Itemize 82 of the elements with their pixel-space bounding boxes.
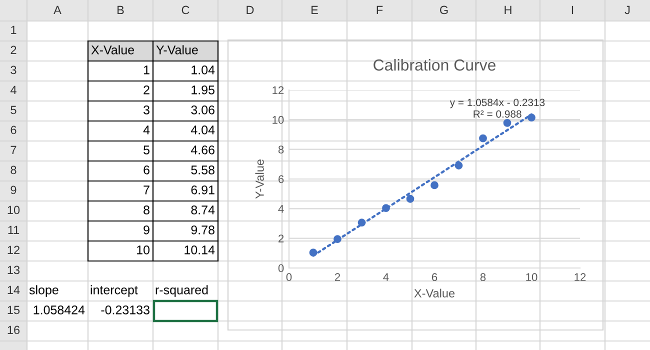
y-tick-label: 8	[278, 146, 284, 154]
text: X-Value	[91, 45, 134, 54]
text: -0.23133	[101, 306, 150, 314]
text: 7	[144, 186, 150, 194]
x-tick-label: 4	[383, 273, 389, 281]
text: 10.14	[184, 246, 215, 254]
text: 8.74	[191, 206, 215, 214]
x-tick-label: 8	[480, 273, 486, 282]
point	[454, 162, 463, 170]
text: H	[504, 6, 512, 14]
text: 5	[144, 146, 150, 154]
text: 6.91	[191, 186, 214, 194]
text: 5.58	[191, 166, 214, 174]
text: 2	[10, 46, 16, 54]
x-tick-label: 0	[286, 273, 292, 282]
text: 10	[137, 246, 150, 254]
point	[382, 204, 390, 212]
annotation: y = 1.0584x - 0.2313	[450, 98, 545, 108]
text: 11	[8, 226, 20, 234]
text: intercept	[90, 285, 138, 297]
x-axis-title: X-Value	[414, 288, 455, 298]
text: Y-Value	[156, 45, 198, 54]
text: E	[312, 6, 318, 14]
text: 15	[8, 306, 20, 314]
text: 6	[144, 166, 150, 174]
y-axis-title: Y-Value	[255, 160, 264, 199]
annotation: R² = 0.988	[474, 110, 522, 118]
y-tick-label: 12	[272, 86, 284, 94]
text: 4	[143, 126, 150, 134]
text: B	[118, 6, 124, 14]
text: 2	[144, 86, 150, 94]
text: 3	[144, 106, 150, 114]
text: 4.04	[190, 126, 215, 134]
text: 1	[144, 66, 150, 74]
text: 8	[144, 206, 150, 214]
point	[358, 218, 366, 227]
y-tick-label: 10	[272, 116, 284, 124]
text: 10	[8, 206, 20, 214]
x-tick-label: 6	[432, 273, 438, 282]
y-tick-label: 0	[278, 264, 284, 272]
y-tick-label: 4	[278, 205, 284, 213]
text: C	[182, 6, 190, 14]
text: 3	[10, 66, 16, 74]
text: 1.95	[192, 86, 214, 94]
text: 1.04	[192, 66, 215, 74]
x-tick-label: 12	[574, 273, 586, 281]
text: slope	[29, 285, 58, 297]
text: 8	[10, 166, 16, 174]
text: 9	[144, 226, 150, 234]
text: I	[572, 6, 574, 14]
text: 1	[11, 26, 16, 34]
x-tick-label: 10	[526, 273, 538, 282]
text: 16	[8, 326, 20, 334]
point	[528, 114, 536, 122]
text: 6	[10, 126, 16, 134]
text: D	[246, 6, 254, 14]
text: 3.06	[191, 106, 214, 114]
text: 4.66	[190, 146, 214, 154]
point	[503, 118, 512, 127]
text: 12	[8, 246, 20, 254]
text: A	[54, 6, 62, 14]
text: r-squared	[156, 285, 208, 297]
text: G	[440, 6, 448, 14]
point	[406, 194, 414, 203]
point	[309, 248, 318, 257]
text: 9.78	[191, 226, 214, 234]
y-tick-label: 6	[278, 175, 284, 184]
text: 14	[8, 286, 20, 294]
x-tick-label: 2	[334, 273, 340, 281]
text: F	[376, 6, 383, 14]
point	[430, 181, 438, 190]
text: 9	[10, 186, 16, 194]
y-tick-label: 2	[278, 234, 284, 242]
point	[334, 235, 342, 244]
text: 1.058424	[34, 306, 85, 314]
text: 7	[10, 146, 16, 154]
text: 4	[10, 86, 16, 94]
text: 13	[8, 266, 20, 274]
point	[479, 134, 487, 142]
text: J	[624, 6, 630, 14]
text: 5	[10, 106, 16, 114]
chart-title: Calibration Curve	[374, 58, 496, 71]
